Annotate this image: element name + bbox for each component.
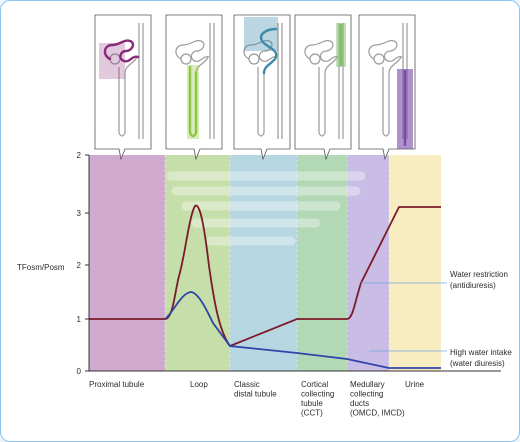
segment-band xyxy=(89,155,165,371)
segment-band xyxy=(230,155,297,371)
loop-outline xyxy=(118,56,138,137)
segment-label-line: Medullary xyxy=(350,380,385,389)
convoluted-tubule-outline xyxy=(368,40,403,62)
segment-label: Urine xyxy=(405,380,425,389)
segment-band xyxy=(389,155,441,371)
segment-band xyxy=(297,155,347,371)
segment-label-line: Classic xyxy=(234,380,260,389)
y-axis xyxy=(88,155,501,372)
panel-frame xyxy=(94,14,152,161)
y-axis-label: TFosm/Posm xyxy=(17,263,65,272)
y-tick-label: 3 xyxy=(77,209,82,218)
segment-label-line: (OMCD, IMCD) xyxy=(350,409,405,418)
dashed-segment-dividers xyxy=(164,155,390,371)
collecting-duct-outline xyxy=(209,23,215,139)
convoluted-tubule-outline xyxy=(304,40,339,62)
loop-outline xyxy=(318,56,338,137)
y-tick-label: 2 xyxy=(77,261,82,270)
segment-bands xyxy=(89,155,441,371)
segment-label-line: collecting xyxy=(301,390,334,399)
nephron-panel-medullary-collecting-duct xyxy=(358,14,416,161)
nephron-panel-cortical-collecting-tubule xyxy=(294,14,352,161)
segment-label-line: (CCT) xyxy=(301,409,323,418)
antidiuresis-label: (antidiuresis) xyxy=(450,281,496,290)
segment-label: Cortical collecting tubule (CCT) xyxy=(301,380,334,418)
water-restriction-label: Water restriction xyxy=(450,270,508,279)
nephron-panel-proximal-tubule xyxy=(94,14,152,161)
segment-label-line: ducts xyxy=(350,399,369,408)
y-tick-label: 1 xyxy=(77,315,82,324)
nephron-panel-distal-tubule xyxy=(233,14,291,161)
segment-label: Loop xyxy=(190,380,208,389)
nephron-panel-loop-of-henle xyxy=(165,14,223,161)
segment-label-line: Urine xyxy=(405,380,425,389)
segment-label-line: collecting xyxy=(350,390,383,399)
convoluted-tubule-outline xyxy=(175,40,210,62)
segment-label: Medullary collecting ducts (OMCD, IMCD) xyxy=(350,380,405,418)
highlighted-segment xyxy=(259,27,278,75)
water-restriction-annotation: Water restriction (antidiuresis) xyxy=(361,270,508,290)
segment-band xyxy=(347,155,389,371)
panel-frame xyxy=(165,14,223,161)
water-diuresis-label: (water diuresis) xyxy=(450,359,505,368)
segment-label-line: distal tubule xyxy=(234,390,277,399)
high-water-intake-label: High water intake xyxy=(450,348,512,357)
collecting-duct-outline xyxy=(277,23,283,139)
segment-label: Classic distal tubule xyxy=(234,380,277,399)
antidiuresis-curve xyxy=(89,205,441,348)
nephron-watermark xyxy=(166,171,366,246)
y-tick-labels: 0 1 2 3 2 xyxy=(77,151,89,376)
y-tick-label: 2 xyxy=(77,151,82,160)
convoluted-tubule-outline xyxy=(243,40,278,62)
segment-label: Proximal tubule xyxy=(89,380,145,389)
segment-labels: Proximal tubule Loop Classic distal tubuleC… xyxy=(89,380,425,418)
loop-outline xyxy=(382,56,402,137)
diuresis-curve xyxy=(164,291,441,369)
segment-band xyxy=(165,155,230,371)
highlight-zone xyxy=(99,43,125,79)
segment-label-line: tubule xyxy=(301,399,323,408)
nephron-panels xyxy=(94,14,416,161)
segment-label-line: Proximal tubule xyxy=(89,380,145,389)
segment-label-line: Loop xyxy=(190,380,208,389)
collecting-duct-outline xyxy=(138,23,144,139)
y-tick-label: 0 xyxy=(77,367,82,376)
highlighted-segment xyxy=(103,39,140,63)
high-water-intake-annotation: High water intake (water diuresis) xyxy=(369,348,512,368)
highlighted-segment xyxy=(188,65,198,138)
segment-label-line: Cortical xyxy=(301,380,328,389)
